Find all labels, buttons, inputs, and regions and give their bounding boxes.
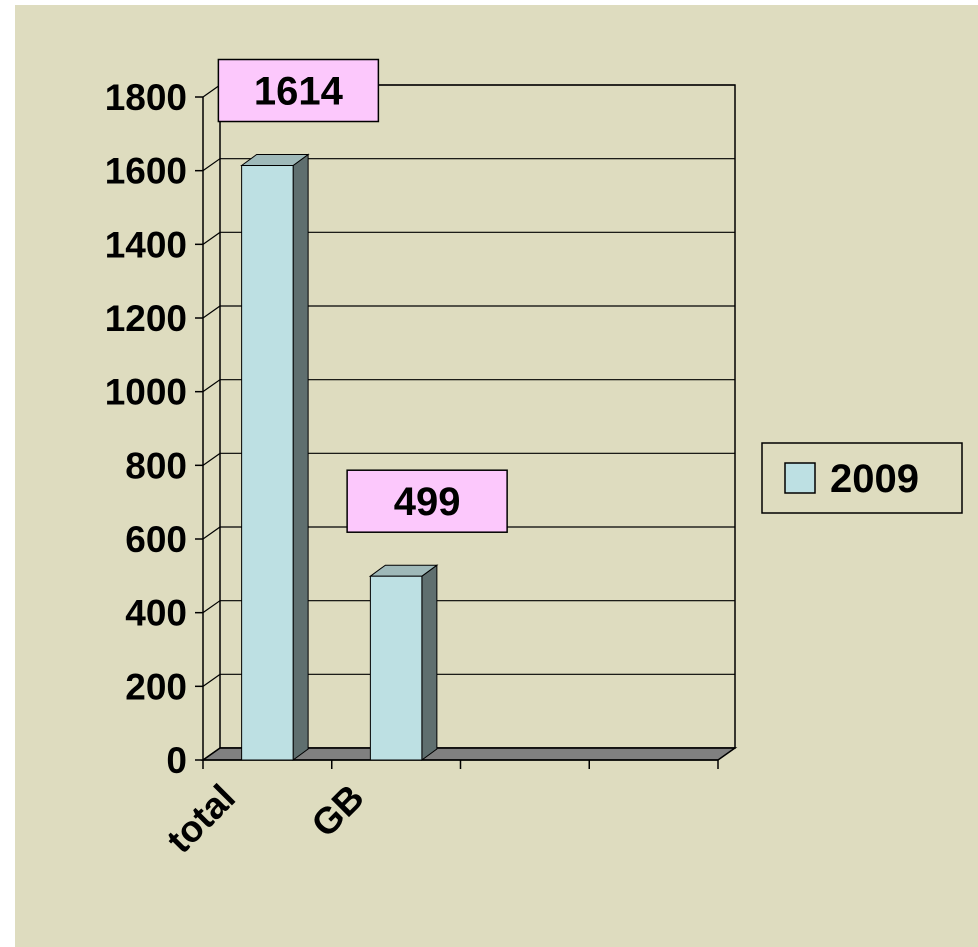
data-label: 1614 bbox=[254, 70, 344, 114]
y-tick-label: 1400 bbox=[105, 224, 187, 265]
grid-line bbox=[202, 452, 735, 466]
bar-front bbox=[369, 575, 423, 761]
y-tick-label: 1800 bbox=[105, 77, 187, 118]
grid-line bbox=[202, 526, 735, 540]
grid-line bbox=[202, 158, 735, 172]
bar-side bbox=[421, 564, 438, 761]
y-tick-label: 1000 bbox=[105, 372, 187, 413]
y-tick-label: 800 bbox=[125, 445, 187, 486]
grid-line bbox=[202, 747, 735, 761]
y-tick-label: 600 bbox=[125, 519, 187, 560]
y-tick-label: 1600 bbox=[105, 151, 187, 192]
data-label: 499 bbox=[394, 480, 461, 524]
y-tick-label: 200 bbox=[125, 666, 187, 707]
data-label-box bbox=[346, 469, 508, 533]
bar bbox=[368, 564, 439, 761]
y-tick-label: 400 bbox=[125, 593, 187, 634]
bar bbox=[240, 153, 310, 761]
y-tick-label: 1200 bbox=[105, 298, 187, 339]
grid-line bbox=[202, 231, 735, 245]
grid-line bbox=[202, 673, 735, 687]
legend-label: 2009 bbox=[830, 457, 919, 501]
y-tick-label: 0 bbox=[166, 740, 187, 781]
grid-line bbox=[202, 305, 735, 319]
grid-line bbox=[202, 379, 735, 393]
legend bbox=[761, 442, 963, 514]
legend-swatch bbox=[784, 462, 816, 494]
data-label-box bbox=[217, 58, 380, 123]
bar-front bbox=[241, 165, 294, 761]
grid-line bbox=[202, 600, 735, 614]
bar-side bbox=[292, 153, 309, 761]
